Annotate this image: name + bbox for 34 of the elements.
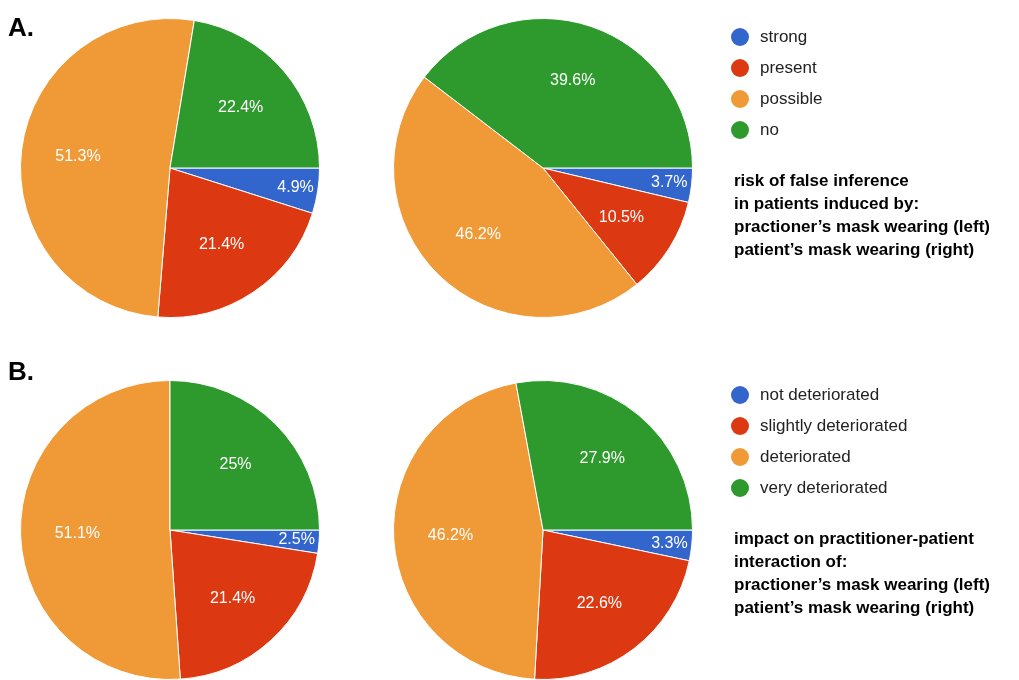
legend-label: very deteriorated: [760, 477, 888, 497]
data-label: 27.9%: [579, 449, 625, 467]
data-label: 4.9%: [277, 177, 314, 195]
data-label: 10.5%: [598, 207, 645, 225]
text: patient’s mask wearing (right): [734, 239, 975, 259]
data-label: 46.2%: [427, 526, 474, 544]
data-label: 22.6%: [576, 594, 623, 611]
data-label: 22.4%: [217, 98, 264, 116]
text: interaction of:: [734, 551, 848, 571]
legend-label: possible: [760, 88, 823, 108]
text: risk of false inference: [734, 170, 909, 190]
text: in patients induced by:: [734, 193, 920, 213]
legend-label: no: [760, 119, 779, 139]
chart-title: B.: [8, 356, 34, 386]
legend-label: slightly deteriorated: [760, 415, 908, 435]
legend-label: strong: [760, 26, 808, 46]
data-label: 21.4%: [198, 235, 245, 253]
data-label: 25%: [219, 454, 252, 472]
data-label: 3.7%: [650, 173, 688, 191]
data-label: 21.4%: [209, 588, 256, 606]
data-label: 51.1%: [54, 523, 101, 541]
chart-title: A.: [8, 12, 34, 42]
data-label: 51.3%: [55, 147, 101, 165]
legend-label: present: [760, 57, 817, 77]
data-label: 2.5%: [278, 530, 315, 548]
data-label: 46.2%: [455, 224, 501, 242]
legend-label: deteriorated: [760, 446, 851, 466]
text: practioner’s mask wearing (left): [734, 216, 991, 236]
text: practioner’s mask wearing (left): [734, 574, 991, 594]
legend-label: not deteriorated: [760, 384, 880, 404]
text: patient’s mask wearing (right): [734, 597, 975, 617]
data-label: 39.6%: [550, 70, 596, 88]
text: impact on practitioner-patient: [734, 528, 975, 548]
data-label: 3.3%: [651, 533, 688, 551]
